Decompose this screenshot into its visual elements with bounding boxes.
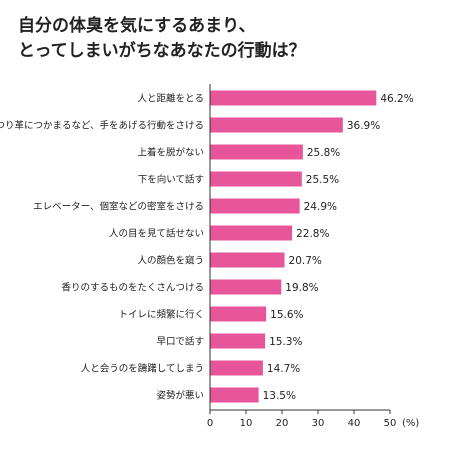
bar <box>210 333 266 349</box>
bar <box>210 117 343 133</box>
chart-title-line-2: とってしまいがちなあなたの行動は？ <box>18 41 306 61</box>
category-label: 香りのするものをたくさんつける <box>61 283 204 294</box>
bar <box>210 198 300 214</box>
category-label: 人の顔色を窺う <box>137 255 204 267</box>
value-label: 20.7% <box>289 255 322 267</box>
bar <box>210 306 267 322</box>
bar <box>210 144 303 160</box>
bar <box>210 225 293 241</box>
category-label: 姿勢が悪い <box>156 390 204 402</box>
value-label: 25.5% <box>306 174 339 186</box>
value-label: 46.2% <box>380 93 413 105</box>
bar <box>210 252 285 268</box>
value-label: 15.6% <box>270 309 303 321</box>
category-label: 人の目を見て話せない <box>109 228 204 240</box>
x-tick-label: 10 <box>240 418 253 429</box>
value-label: 14.7% <box>267 363 300 375</box>
category-label: トイレに頻繁に行く <box>118 309 204 321</box>
bar <box>210 360 263 376</box>
category-label: 上着を脱がない <box>137 147 204 159</box>
value-label: 24.9% <box>304 201 337 213</box>
x-unit-label: (%) <box>402 418 419 429</box>
bar <box>210 387 259 403</box>
value-label: 13.5% <box>263 390 296 402</box>
x-tick-label: 30 <box>312 418 325 429</box>
x-tick-label: 20 <box>276 418 289 429</box>
value-label: 15.3% <box>269 336 302 348</box>
bar <box>210 279 282 295</box>
category-label: エレベーター、個室などの密室をさける <box>33 201 204 213</box>
category-label: 早口で話す <box>156 336 204 348</box>
bar <box>210 90 377 106</box>
category-label: 人と会うのを躊躇してしまう <box>81 363 204 375</box>
bar <box>210 171 302 187</box>
x-tick-label: 50 <box>384 418 397 429</box>
value-label: 25.8% <box>307 147 340 159</box>
value-label: 19.8% <box>285 282 318 294</box>
x-tick-label: 40 <box>348 418 361 429</box>
category-label: 人と距離をとる <box>137 93 204 105</box>
value-label: 22.8% <box>296 228 329 240</box>
category-label: 下を向いて話す <box>138 174 204 186</box>
chart-title: 自分の体臭を気にするあまり、 とってしまいがちなあなたの行動は？ <box>18 14 438 64</box>
category-label: つり革につかまるなど、手をあげる行動をさける <box>0 120 204 132</box>
chart-title-line-1: 自分の体臭を気にするあまり、 <box>18 16 256 36</box>
x-tick-label: 0 <box>207 418 213 429</box>
value-label: 36.9% <box>347 120 380 132</box>
